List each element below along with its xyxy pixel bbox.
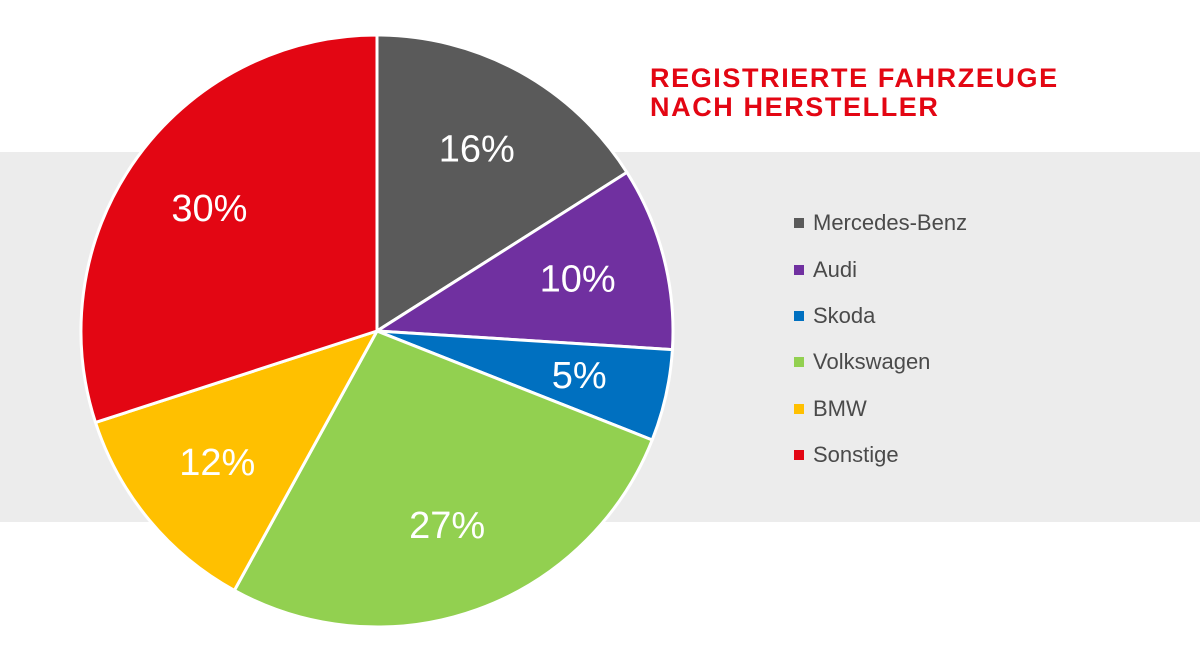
legend-item-bmw: BMW (794, 386, 967, 432)
legend: Mercedes-Benz Audi Skoda Volkswagen BMW … (794, 200, 967, 478)
chart-title: REGISTRIERTE FAHRZEUGE NACH HERSTELLER (650, 64, 1059, 122)
legend-swatch (794, 357, 804, 368)
slice-label-audi: 10% (540, 259, 616, 301)
legend-item-sonstige: Sonstige (794, 432, 967, 478)
legend-label: Skoda (813, 302, 876, 328)
slice-label-bmw: 12% (179, 442, 255, 484)
legend-item-volkswagen: Volkswagen (794, 339, 967, 385)
legend-swatch (794, 403, 804, 414)
pie-slice-bmw (93, 329, 379, 592)
legend-label: Audi (813, 256, 858, 282)
pie-slice-sonstige (79, 33, 379, 424)
legend-item-audi: Audi (794, 246, 967, 292)
slice-label-sonstige: 30% (171, 188, 247, 230)
legend-item-mercedes-benz: Mercedes-Benz (794, 200, 967, 246)
legend-swatch (794, 450, 804, 461)
slice-label-skoda: 5% (552, 355, 607, 397)
pie-slice-audi (375, 170, 675, 352)
pie-slice-labels: 16% 10% 5% 27% 12% 30% (171, 128, 615, 547)
slice-label-volkswagen: 27% (409, 505, 485, 547)
legend-label: BMW (813, 395, 867, 421)
chart-title-line-1: REGISTRIERTE FAHRZEUGE (650, 63, 1059, 93)
chart-title-line-2: NACH HERSTELLER (650, 92, 940, 122)
legend-swatch (794, 310, 804, 321)
legend-swatch (794, 264, 804, 275)
legend-label: Mercedes-Benz (813, 210, 968, 236)
legend-label: Sonstige (813, 442, 899, 468)
legend-label: Volkswagen (813, 349, 931, 375)
legend-swatch (794, 218, 804, 229)
pie-slices (79, 33, 675, 629)
pie-slice-volkswagen (232, 329, 654, 629)
pie-slice-mercedes-benz (375, 33, 629, 333)
slice-label-mercedes-benz: 16% (439, 128, 515, 170)
legend-item-skoda: Skoda (794, 293, 967, 339)
